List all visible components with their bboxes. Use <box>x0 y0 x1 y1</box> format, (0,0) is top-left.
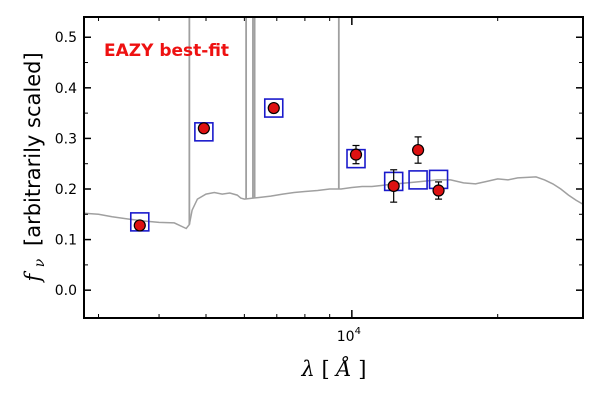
template-spectrum-line <box>84 176 583 230</box>
observed-photometry-point <box>349 148 363 161</box>
x-tick-base: 10 <box>337 329 355 345</box>
y-axis-label: f ν [arbitrarily scaled] <box>21 52 49 283</box>
y-axis-subscript: ν <box>32 258 48 267</box>
x-axis-bracket-close: ] <box>358 357 366 381</box>
x-tick-label: 104 <box>337 326 361 345</box>
observed-photometry-point <box>197 122 210 135</box>
model-photometry-box <box>263 98 284 118</box>
y-tick-label: 0.2 <box>55 182 77 198</box>
observed-photometry-point <box>411 143 425 157</box>
observed-photometry-point <box>432 184 445 197</box>
y-tick-label: 0.4 <box>55 81 77 97</box>
model-photometry-box <box>408 170 428 190</box>
x-tick-exponent: 4 <box>355 326 361 337</box>
y-axis-symbol: f <box>21 271 45 284</box>
y-tick-label: 0.1 <box>55 233 77 249</box>
y-tick-label: 0.0 <box>55 283 77 299</box>
x-axis-symbol: λ <box>301 357 315 381</box>
axis-ticks: 0.0 0.1 0.2 0.3 0.4 0.5 104 <box>55 17 584 345</box>
observed-photometry-point <box>387 179 400 193</box>
y-axis-text: [arbitrarily scaled] <box>21 52 45 246</box>
x-axis-unit: Å <box>333 356 351 381</box>
observed-photometry-point <box>267 101 280 115</box>
y-tick-label: 0.3 <box>55 131 77 147</box>
plot-content <box>84 17 583 232</box>
y-tick-label: 0.5 <box>55 30 77 46</box>
plot-frame <box>83 16 584 319</box>
observed-photometry-point <box>133 219 146 232</box>
x-axis-label: λ [ Å ] <box>301 356 367 381</box>
x-axis-bracket-open: [ <box>322 357 330 381</box>
chart-annotation: EAZY best-fit <box>104 41 229 61</box>
plot-area <box>84 17 583 232</box>
